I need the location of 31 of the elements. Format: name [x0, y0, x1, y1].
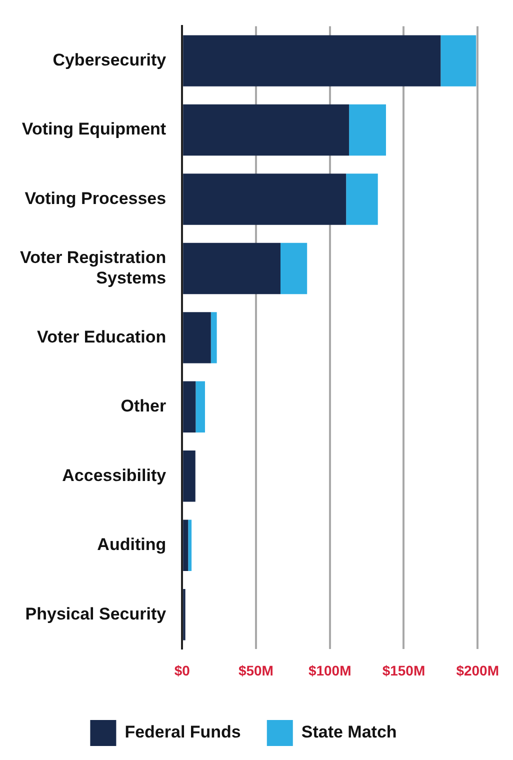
bar	[183, 242, 280, 294]
y-tick-label: Voting Processes	[24, 188, 166, 208]
y-tick-label: Other	[120, 396, 166, 416]
bar	[183, 520, 188, 571]
y-tick-label: Physical Security	[25, 604, 167, 624]
x-tick-label: $150M	[382, 662, 426, 678]
bar	[440, 35, 476, 86]
bar	[183, 450, 196, 502]
bar	[196, 381, 205, 433]
bar	[183, 174, 346, 225]
bar	[183, 104, 350, 156]
bar	[210, 312, 217, 364]
bar	[183, 312, 211, 364]
x-tick-label: $200M	[456, 662, 500, 678]
y-tick-label: Auditing	[97, 535, 166, 554]
bar	[183, 381, 196, 433]
legend-label: State Match	[301, 722, 397, 742]
bar	[346, 174, 378, 225]
bar	[349, 104, 386, 156]
bar	[188, 520, 192, 571]
bar	[280, 242, 308, 294]
y-tick-label: Voter Registration Systems	[20, 248, 166, 288]
y-tick-label: Accessibility	[62, 466, 167, 485]
y-tick-label: Cybersecurity	[52, 50, 167, 70]
legend-label: Federal Funds	[124, 722, 241, 742]
x-tick-label: $100M	[308, 662, 352, 678]
y-tick-label: Voting Equipment	[22, 120, 166, 139]
x-tick-label: $0	[174, 662, 190, 678]
bar	[183, 35, 441, 86]
y-tick-label: Voter Education	[37, 327, 166, 346]
x-tick-label: $50M	[238, 662, 274, 678]
